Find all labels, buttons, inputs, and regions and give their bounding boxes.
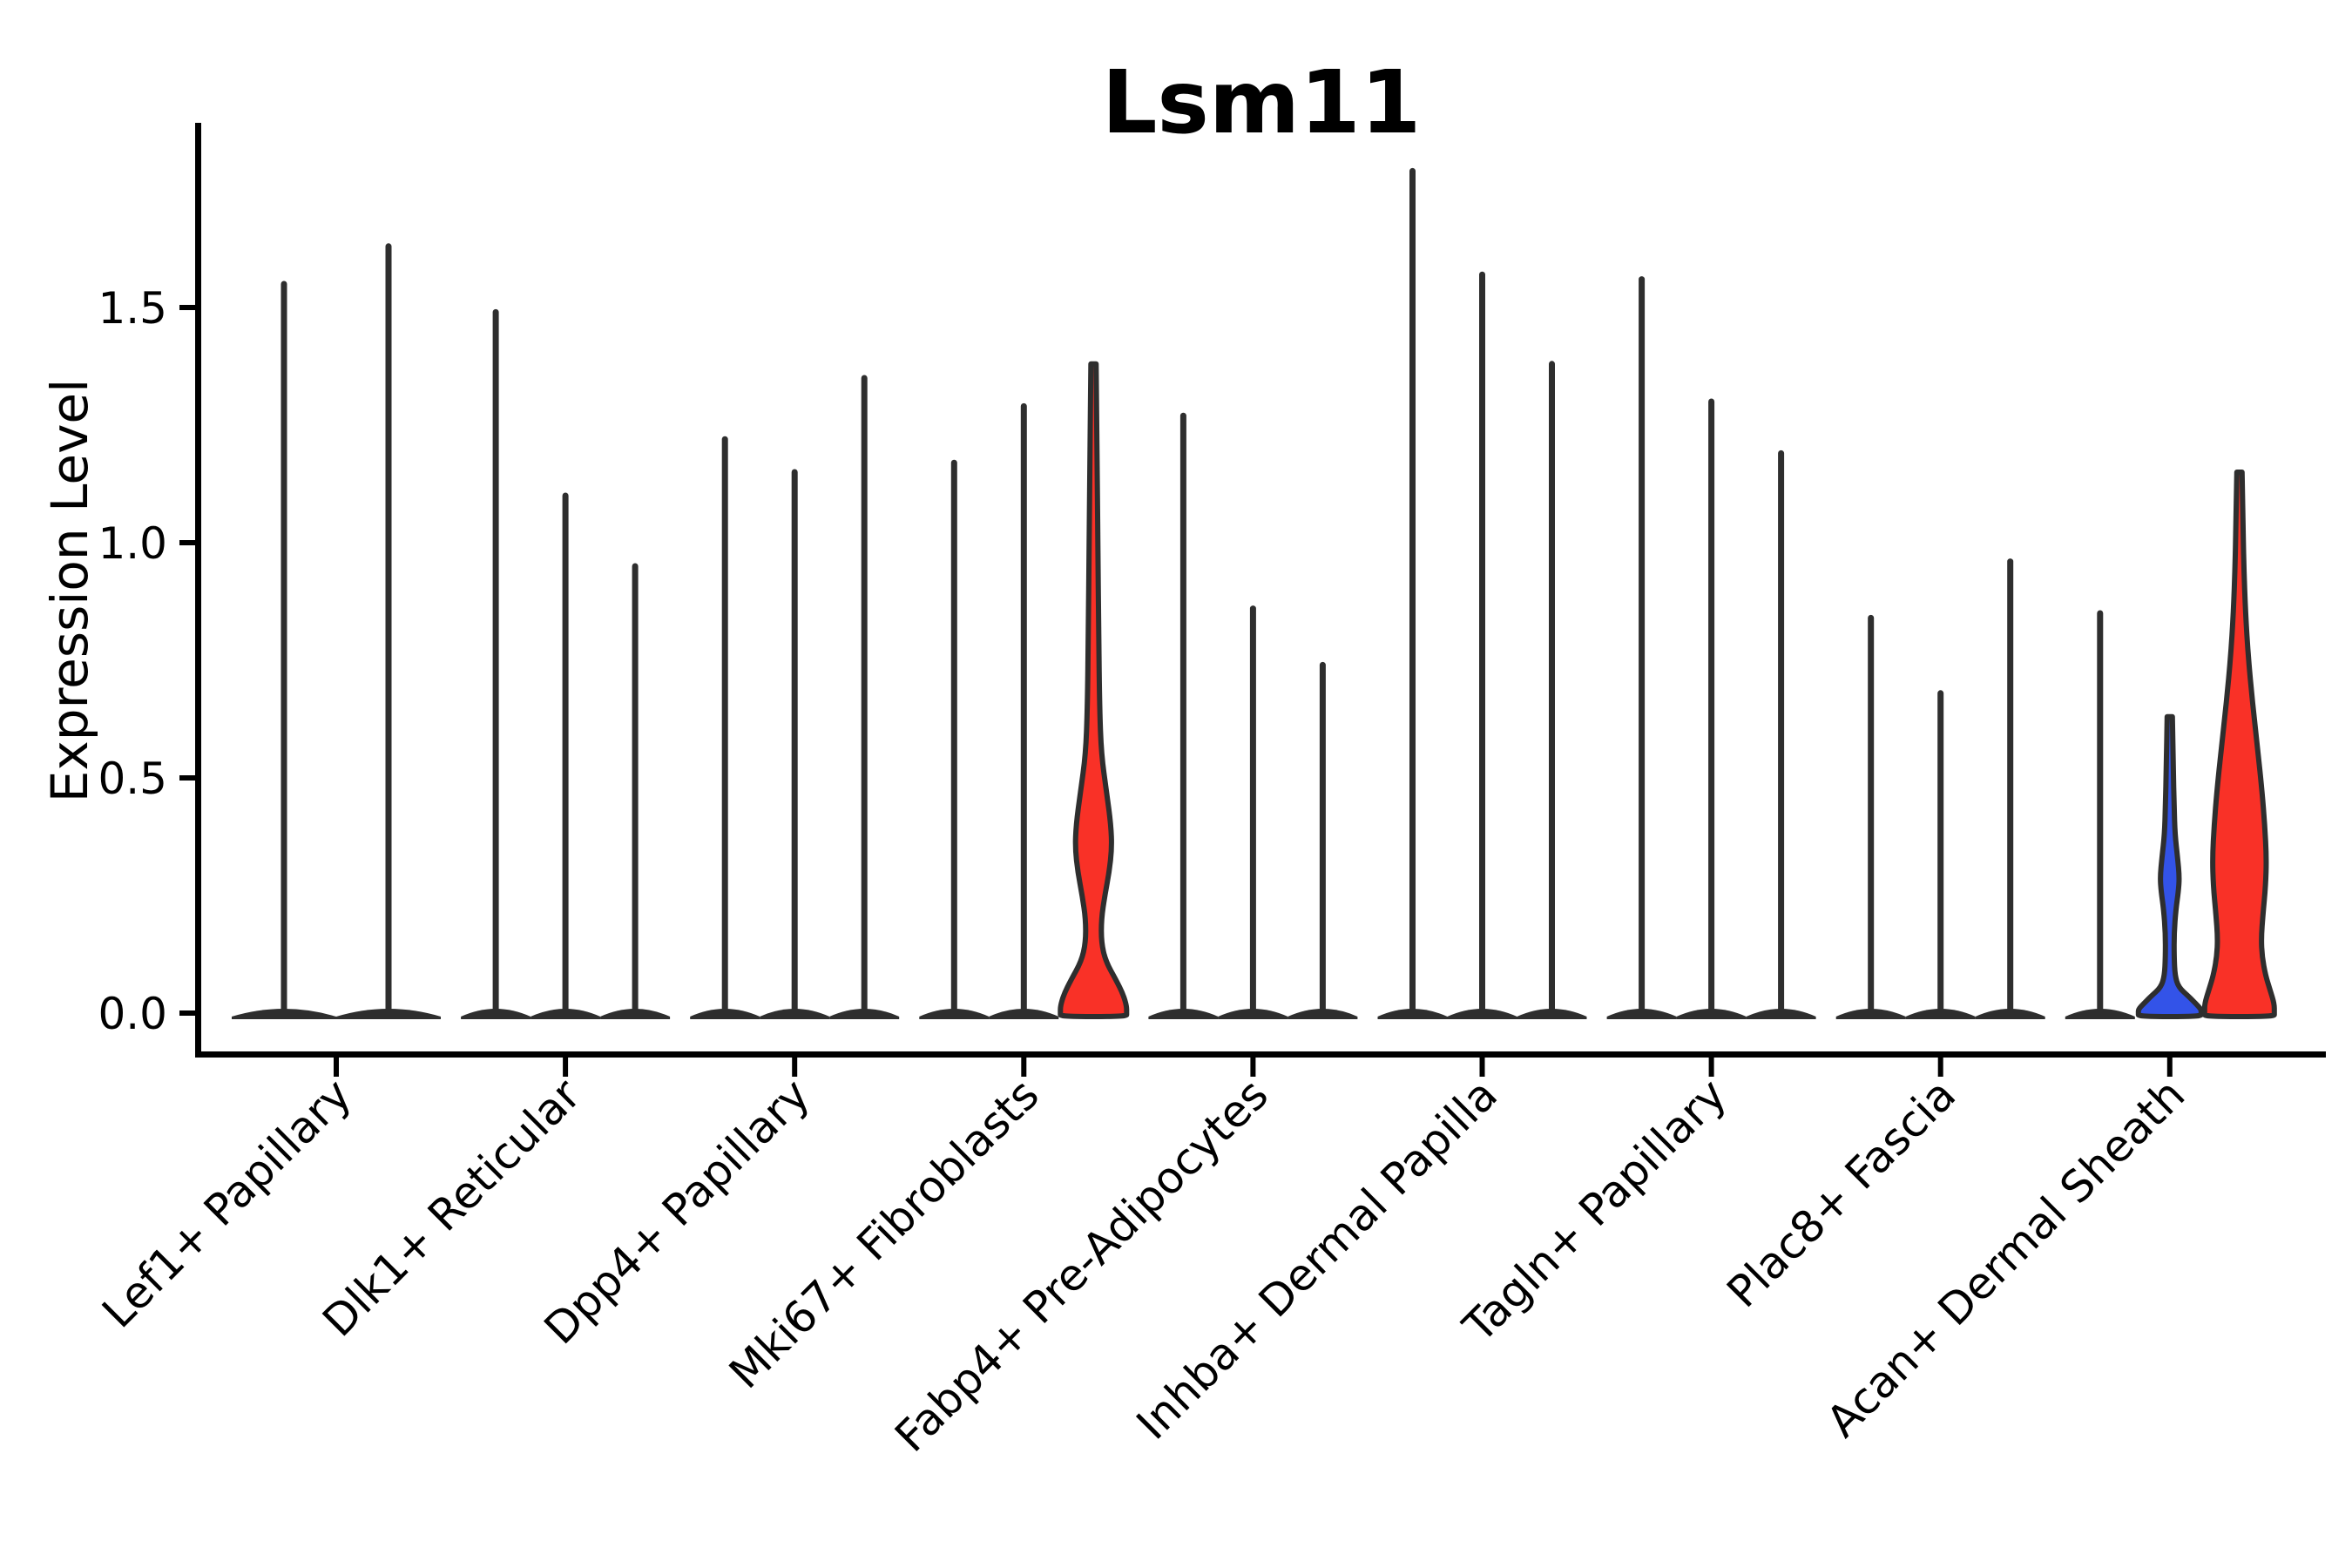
y-axis-label: Expression Level xyxy=(40,379,99,802)
violin-group xyxy=(919,361,1130,1019)
violin-group xyxy=(1377,167,1587,1019)
y-tick-label: 1.5 xyxy=(98,283,167,334)
x-tick-label: Fabp4+ Pre-Adipocytes xyxy=(885,1069,1278,1462)
y-ticks-layer: 0.0 0.5 1.0 1.5 xyxy=(98,283,199,1039)
x-axis-spine xyxy=(195,1051,2326,1058)
violin-group xyxy=(461,308,671,1019)
x-tick-label: Lef1+ Papillary xyxy=(92,1069,361,1337)
x-tick-label: Plac8+ Fascia xyxy=(1717,1069,1965,1317)
violin-group xyxy=(232,243,441,1019)
y-tick-label: 1.0 xyxy=(98,518,167,569)
violin-group xyxy=(1606,276,1816,1019)
y-tick-label: 0.0 xyxy=(98,989,167,1039)
y-tick-label: 0.5 xyxy=(98,754,167,804)
violin-group xyxy=(1835,558,2045,1019)
violin-group xyxy=(2065,470,2277,1019)
violin-body-red xyxy=(2201,470,2277,1019)
violin-body-red xyxy=(1058,361,1130,1019)
violin-body-blue xyxy=(2135,713,2204,1019)
violins-layer xyxy=(232,167,2277,1019)
violin-group xyxy=(690,375,900,1019)
chart-title: Lsm11 xyxy=(1102,51,1422,153)
y-axis-spine xyxy=(195,123,201,1058)
violin-group xyxy=(1148,412,1358,1019)
